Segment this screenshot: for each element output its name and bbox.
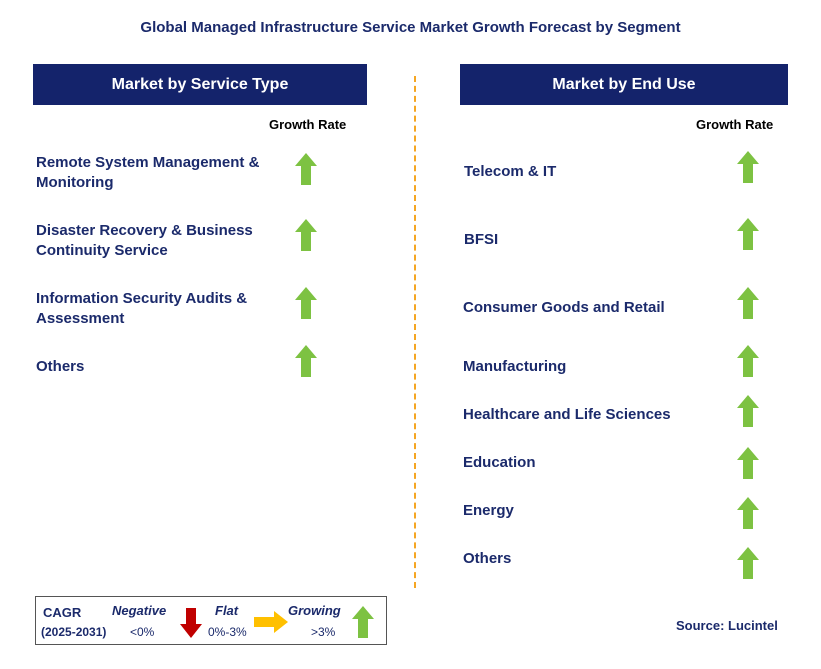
- growing-arrow-icon: [737, 547, 759, 579]
- negative-arrow-icon: [180, 608, 202, 638]
- growing-arrow-icon: [295, 345, 317, 377]
- growing-arrow-icon: [737, 218, 759, 250]
- row-label: Disaster Recovery & Business Continuity …: [36, 222, 253, 259]
- legend-period: (2025-2031): [41, 625, 107, 639]
- row-label: Healthcare and Life Sciences: [463, 406, 671, 423]
- row-label: BFSI: [464, 231, 499, 248]
- growing-arrow-icon: [295, 287, 317, 319]
- service-type-growth-rate-label: Growth Rate: [269, 117, 347, 132]
- row-label: Energy: [463, 502, 514, 519]
- growing-arrow-icon: [737, 345, 759, 377]
- growing-arrow-icon: [737, 497, 759, 529]
- legend-flat-range: 0%-3%: [208, 625, 247, 639]
- legend-growing-range: >3%: [311, 625, 336, 639]
- row-label: Others: [463, 550, 512, 567]
- source-label: Source: Lucintel: [676, 618, 778, 633]
- growing-arrow-icon: [352, 606, 374, 638]
- row-label: Remote System Management & Monitoring: [36, 154, 260, 191]
- end-use-header: Market by End Use: [460, 64, 788, 105]
- row-label: Manufacturing: [463, 358, 567, 375]
- legend-box: CAGR (2025-2031) Negative <0% Flat 0%-3%…: [35, 596, 387, 645]
- growing-arrow-icon: [737, 447, 759, 479]
- growing-arrow-icon: [295, 153, 317, 185]
- chart-title: Global Managed Infrastructure Service Ma…: [140, 19, 681, 36]
- row-label: Education: [463, 454, 536, 471]
- growing-arrow-icon: [737, 151, 759, 183]
- legend-cagr-label: CAGR: [43, 605, 82, 620]
- row-label: Others: [36, 358, 85, 375]
- panel-divider: [414, 76, 416, 588]
- row-label: Information Security Audits & Assessment: [36, 290, 248, 327]
- legend-negative-label: Negative: [112, 603, 167, 618]
- legend-growing-label: Growing: [288, 603, 341, 618]
- service-type-header: Market by Service Type: [33, 64, 367, 105]
- row-label: Consumer Goods and Retail: [463, 299, 665, 316]
- end-use-growth-rate-label: Growth Rate: [696, 117, 774, 132]
- growing-arrow-icon: [295, 219, 317, 251]
- growing-arrow-icon: [737, 287, 759, 319]
- flat-arrow-icon: [254, 611, 288, 633]
- row-label: Telecom & IT: [464, 163, 557, 180]
- legend-flat-label: Flat: [215, 603, 239, 618]
- legend-negative-range: <0%: [130, 625, 155, 639]
- growing-arrow-icon: [737, 395, 759, 427]
